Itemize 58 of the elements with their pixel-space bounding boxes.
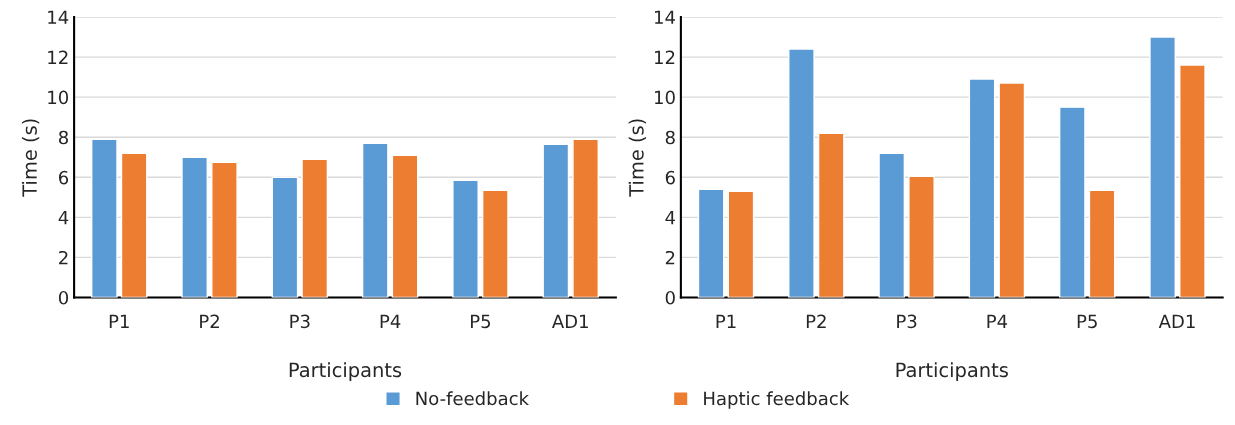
bar [481,189,509,298]
bar [727,190,755,298]
x-tick-label: AD1 [551,314,588,328]
y-tick-label: 4 [665,211,676,225]
bar [908,175,935,298]
x-tick-label: AD1 [1158,314,1195,328]
x-tick-label: P4 [987,314,1008,328]
y-axis-title: Time (s) [21,119,40,197]
x-axis-title: Participants [289,362,402,382]
x-tick-label: P5 [1077,314,1097,329]
legend-label: Haptic feedback [704,391,850,409]
y-tick-label: 10 [48,90,69,105]
x-tick-label: P4 [380,314,401,328]
bar [452,179,479,298]
y-tick-label: 2 [59,250,68,265]
bar [817,132,845,298]
bar [91,138,118,298]
x-axis-title: Participants [896,362,1008,382]
bar [572,138,599,298]
y-tick-label: 10 [655,90,675,105]
y-tick-label: 8 [665,130,675,145]
y-tick-label: 14 [48,10,69,24]
bar [301,158,329,298]
y-tick-label: 2 [665,250,675,265]
bar [120,152,148,298]
bar [878,152,906,298]
bar [1058,106,1086,298]
bar [181,156,208,298]
x-tick-label: P3 [290,314,310,329]
y-tick-label: 12 [655,50,675,64]
y-tick-label: 0 [665,290,675,305]
bar [697,188,725,298]
y-tick-label: 12 [48,50,68,64]
y-tick-label: 8 [58,130,68,145]
bar [968,78,996,298]
bar [271,176,299,298]
y-tick-label: 0 [58,290,69,305]
y-tick-label: 4 [58,211,69,225]
bar [1088,189,1116,298]
x-tick-label: P1 [109,314,129,328]
bar [542,143,570,298]
bar [788,48,815,298]
bar [391,154,419,298]
x-tick-label: P3 [897,314,917,329]
y-tick-label: 6 [59,170,69,185]
bar [1149,36,1176,298]
bar [998,82,1026,298]
y-tick-label: 14 [655,10,676,24]
y-tick-label: 6 [665,170,675,185]
x-tick-label: P2 [806,314,826,328]
legend-label: No-feedback [416,391,529,406]
y-axis-title: Time (s) [628,119,647,197]
x-tick-label: P2 [200,314,219,328]
bar [211,161,238,298]
bar [1179,64,1206,298]
x-tick-label: P1 [716,314,736,328]
bar [361,142,389,298]
x-tick-label: P5 [471,314,491,329]
